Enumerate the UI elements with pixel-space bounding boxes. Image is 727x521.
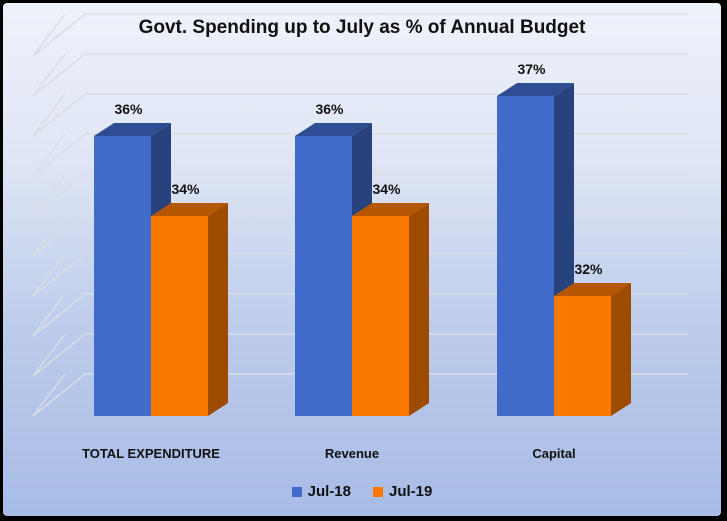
bar-top [554,283,631,296]
data-label: 37% [517,61,546,77]
gridline-side [32,53,66,97]
gridline-side [32,53,86,97]
gridline-side [32,373,66,417]
bar-jul-19 [554,296,611,416]
gridline-side [32,93,86,137]
category-label: Revenue [325,446,379,461]
legend-label: Jul-19 [389,483,433,500]
legend: Jul-18 Jul-19 [3,483,721,500]
bar-jul-19 [151,216,208,416]
gridline-side [32,133,66,177]
data-label: 34% [171,181,200,197]
gridline-side [32,213,86,257]
legend-swatch [373,486,383,497]
bar-side [409,203,429,416]
bar-jul-18 [94,136,151,416]
data-label: 32% [574,261,603,277]
bar-side [208,203,228,416]
bar-side [611,283,631,416]
data-label: 36% [114,101,143,117]
gridline-side [32,253,86,297]
gridline-side [32,213,66,257]
bar-top [94,123,171,136]
legend-swatch [291,486,302,497]
plot-area: 36% 34% TOTAL EXPENDITURE 36% 34% Revenue 37% 3… [32,13,688,461]
gridline-side [32,93,66,137]
bar-top [352,203,429,216]
bar-jul-18 [497,96,554,416]
gridline-side [32,293,86,337]
bar-top [497,83,574,96]
gridline-side [32,253,66,297]
legend-label: Jul-18 [307,483,351,500]
legend-item-jul-18: Jul-18 [291,483,351,500]
gridline-side [32,133,86,177]
gridline-side [32,13,66,57]
legend-item-jul-19: Jul-19 [373,483,432,500]
bar-jul-19 [352,216,409,416]
gridline-side [32,333,86,377]
gridline-side [32,173,86,217]
gridline-side [32,333,66,377]
data-label: 36% [315,101,344,117]
gridline-side [32,293,66,337]
chart-title: Govt. Spending up to July as % of Annual… [138,17,586,38]
category-label: Capital [532,446,575,461]
gridline-side [32,173,66,217]
chart-area: Govt. Spending up to July as % of Annual… [3,3,721,516]
gridline-side [32,373,86,417]
bar-top [295,123,372,136]
data-label: 34% [372,181,401,197]
gridline-side [32,13,86,57]
category-label: TOTAL EXPENDITURE [82,446,220,461]
bar-jul-18 [295,136,352,416]
bar-top [151,203,228,216]
